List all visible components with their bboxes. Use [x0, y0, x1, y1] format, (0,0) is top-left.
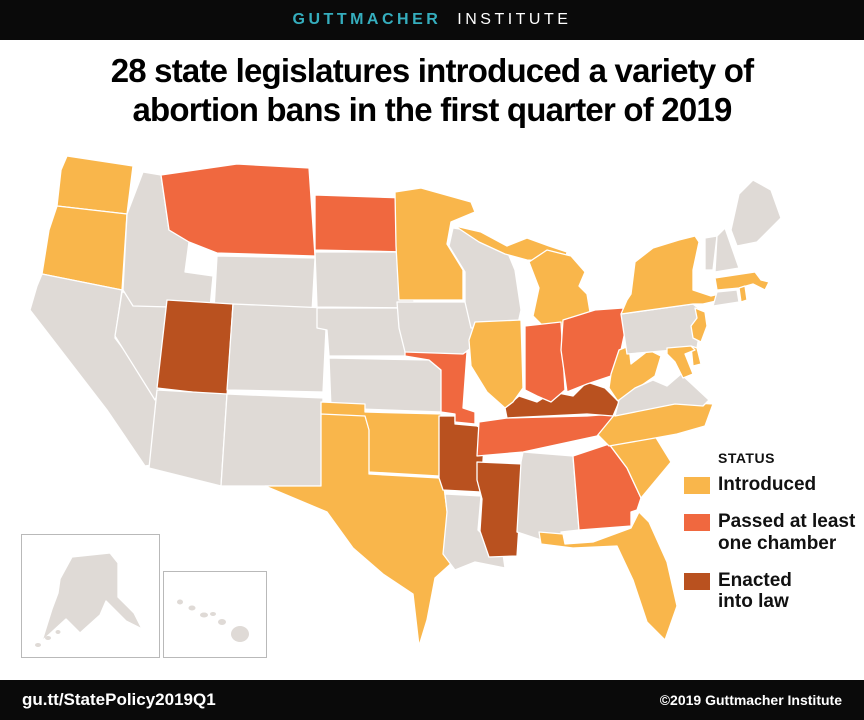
introduced-swatch	[684, 477, 710, 494]
legend-item-introduced: Introduced	[684, 474, 864, 496]
state-ri	[738, 285, 748, 303]
state-in	[524, 321, 566, 403]
legend-heading: STATUS	[718, 450, 775, 466]
state-me	[730, 179, 782, 247]
title-line-2: abortion bans in the first quarter of 20…	[132, 90, 732, 128]
guttmacher-logo: GUTTMACHER INSTITUTE	[293, 11, 572, 29]
state-mo	[404, 349, 476, 425]
alaska-inset	[21, 534, 160, 658]
map-legend: STATUS Introduced Passed at least one ch…	[684, 450, 864, 628]
state-mi	[454, 225, 568, 263]
state-id	[122, 171, 214, 309]
alaska-map	[35, 552, 143, 647]
state-nd	[314, 194, 408, 253]
state-vt	[704, 235, 718, 271]
state-nh	[714, 227, 740, 273]
passed-label: Passed at least one chamber	[718, 510, 856, 554]
us-map-svg	[29, 155, 782, 647]
top-brand-bar: GUTTMACHER INSTITUTE	[0, 0, 864, 40]
state-ma	[714, 271, 770, 291]
state-ky	[504, 381, 620, 419]
state-ny	[620, 235, 730, 315]
legend-item-enacted: Enacted into law	[684, 570, 864, 614]
introduced-label: Introduced	[718, 474, 817, 495]
state-mt	[160, 163, 316, 257]
state-co	[226, 303, 328, 393]
footer-link[interactable]: gu.tt/StatePolicy2019Q1	[22, 690, 216, 709]
passed-swatch	[684, 513, 710, 531]
state-wa	[56, 155, 134, 215]
bottom-bar: gu.tt/StatePolicy2019Q1 ©2019 Guttmacher…	[0, 680, 864, 720]
state-tx	[264, 413, 456, 647]
state-fl	[538, 511, 678, 641]
hawaii-inset	[163, 571, 267, 658]
state-mn	[394, 187, 476, 301]
logo-guttmacher-text: GUTTMACHER	[292, 11, 442, 28]
state-il	[468, 319, 524, 409]
us-choropleth-map	[27, 150, 787, 670]
state-az	[148, 389, 228, 487]
state-ms	[476, 461, 524, 558]
footer-copyright: ©2019 Guttmacher Institute	[659, 692, 842, 708]
state-ia	[396, 301, 476, 355]
hawaii-map	[177, 599, 249, 642]
enacted-swatch	[684, 572, 710, 590]
state-nm	[220, 393, 324, 487]
state-al	[516, 451, 580, 543]
state-mi-lower	[528, 249, 592, 331]
title-line-1: 28 state legislatures introduced a varie…	[110, 52, 754, 89]
enacted-label: Enacted into law	[718, 569, 792, 613]
state-nj	[690, 307, 708, 343]
legend-item-passed: Passed at least one chamber	[684, 511, 864, 555]
state-va	[614, 373, 710, 417]
logo-institute-text: INSTITUTE	[457, 11, 572, 28]
state-ut	[156, 299, 234, 397]
state-md	[666, 345, 696, 379]
page-title: 28 state legislatures introduced a varie…	[0, 52, 864, 130]
state-ct	[712, 289, 740, 307]
